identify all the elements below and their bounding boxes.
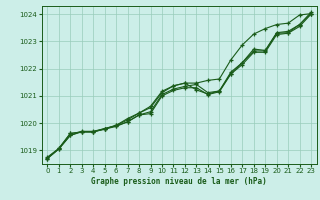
X-axis label: Graphe pression niveau de la mer (hPa): Graphe pression niveau de la mer (hPa) (91, 177, 267, 186)
